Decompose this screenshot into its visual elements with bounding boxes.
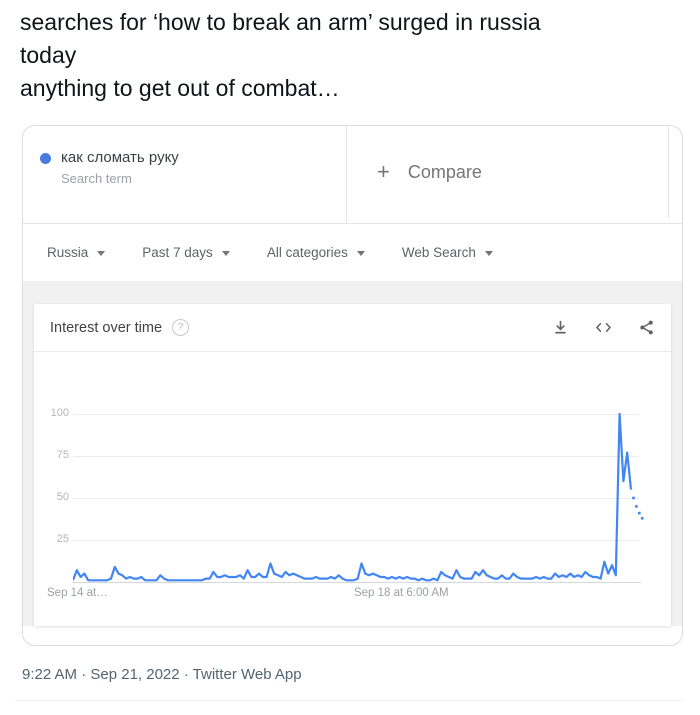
tweet-text-line: searches for ‘how to break an arm’ surge… (20, 9, 541, 35)
search-term-type: Search term (61, 171, 132, 186)
google-trends-embed: как сломать руку Search term + Compare R… (22, 125, 683, 646)
filter-time-range[interactable]: Past 7 days (142, 245, 230, 260)
caret-down-icon (97, 251, 106, 256)
search-term-texts: как сломать руку Search term (61, 148, 179, 223)
y-tick-label: 25 (56, 533, 69, 545)
filter-geo-label: Russia (47, 245, 89, 260)
search-term-value: как сломать руку (61, 149, 179, 166)
compare-button[interactable]: + Compare (347, 126, 669, 218)
tweet-text-line: today (20, 42, 77, 68)
tweet-timestamp: 9:22 AM · Sep 21, 2022 · Twitter Web App (22, 666, 302, 683)
embed-icon[interactable] (594, 319, 613, 336)
caret-down-icon (356, 251, 365, 256)
search-term-panel: как сломать руку Search term (23, 126, 347, 223)
caret-down-icon (484, 251, 493, 256)
partial-data-dot (632, 496, 635, 500)
x-axis-line (73, 582, 641, 583)
interest-over-time-card: Interest over time ? 100 75 50 25 Sep 14 at… (34, 304, 671, 626)
series-color-dot (40, 153, 51, 164)
grid-line (73, 540, 639, 541)
grid-line (73, 456, 639, 457)
compare-label: Compare (407, 161, 482, 182)
filter-category[interactable]: All categories (267, 245, 365, 260)
chart-plot: 100 75 50 25 Sep 14 at… Sep 18 at 6:00 AM (34, 352, 671, 625)
filter-bar: Russia Past 7 days All categories Web Se… (23, 224, 682, 282)
trend-line-chart (73, 412, 644, 582)
filter-time-label: Past 7 days (142, 245, 213, 260)
chart-header: Interest over time ? (34, 304, 671, 352)
caret-down-icon (221, 251, 230, 256)
download-icon[interactable] (552, 319, 569, 336)
grid-line (73, 414, 639, 415)
grid-line (73, 498, 639, 499)
trends-header: как сломать руку Search term + Compare (23, 126, 682, 224)
x-tick-label: Sep 14 at… (47, 587, 108, 599)
trend-line (73, 412, 633, 582)
filter-geo[interactable]: Russia (47, 245, 106, 260)
tweet-text-line: anything to get out of combat… (20, 75, 340, 101)
partial-data-dot (638, 511, 641, 515)
x-tick-label: Sep 18 at 6:00 AM (353, 587, 449, 599)
chart-title: Interest over time (50, 319, 163, 336)
divider (15, 700, 685, 701)
partial-data-dot (640, 516, 644, 520)
help-icon[interactable]: ? (172, 319, 190, 336)
filter-category-label: All categories (266, 245, 348, 260)
plus-icon: + (377, 159, 390, 184)
y-tick-label: 50 (56, 491, 69, 503)
partial-data-dot (635, 505, 638, 508)
chart-actions (552, 319, 655, 336)
tweet-text: searches for ‘how to break an arm’ surge… (20, 6, 680, 105)
filter-search-type-label: Web Search (401, 245, 476, 260)
share-icon[interactable] (638, 319, 655, 336)
y-tick-label: 75 (56, 449, 69, 461)
y-tick-label: 100 (50, 407, 69, 419)
filter-search-type[interactable]: Web Search (402, 245, 493, 260)
